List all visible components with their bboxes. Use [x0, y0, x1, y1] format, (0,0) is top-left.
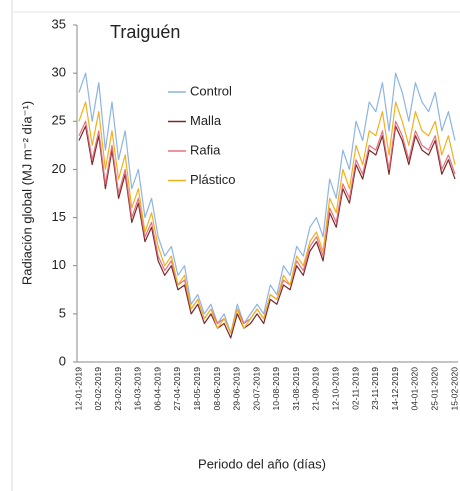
series-line: [78, 72, 456, 334]
x-tick-label: 14-12-2019: [390, 367, 400, 411]
x-tick-label: 10-08-2019: [271, 367, 281, 411]
y-tick-label: 0: [59, 353, 66, 368]
y-tick-label: 15: [52, 209, 66, 224]
x-tick-label: 27-04-2019: [172, 367, 182, 411]
x-tick-label: 18-05-2019: [192, 367, 202, 411]
x-tick-label: 23-11-2019: [370, 367, 380, 410]
x-tick-label: 31-08-2019: [291, 367, 301, 411]
chart-title: Traiguén: [110, 22, 180, 42]
x-tick-label: 23-02-2019: [113, 367, 123, 411]
y-tick-label: 25: [52, 113, 66, 128]
y-tick-label: 5: [59, 305, 66, 320]
x-tick-label: 12-01-2019: [73, 367, 83, 411]
x-tick-label: 15-02-2020: [449, 367, 459, 411]
y-tick-label: 20: [52, 161, 66, 176]
legend-label: Malla: [190, 113, 222, 128]
x-tick-label: 06-04-2019: [152, 367, 162, 411]
series-line: [78, 125, 456, 339]
legend-label: Plástico: [190, 172, 236, 187]
x-tick-label: 20-07-2019: [251, 367, 261, 411]
x-tick-label: 21-09-2019: [311, 367, 321, 411]
legend-label: Rafia: [190, 142, 221, 157]
legend-label: Control: [190, 83, 232, 98]
x-tick-label: 29-06-2019: [232, 367, 242, 411]
x-tick-label: 02-11-2019: [350, 367, 360, 410]
x-tick-label: 16-03-2019: [133, 367, 143, 411]
x-tick-label: 25-01-2020: [429, 367, 439, 411]
y-tick-label: 10: [52, 257, 66, 272]
y-axis-label: Radiación global (MJ m⁻² día⁻¹): [19, 101, 34, 285]
y-tick-label: 35: [52, 16, 66, 31]
x-tick-label: 12-10-2019: [331, 367, 341, 411]
y-tick-label: 30: [52, 65, 66, 80]
x-axis-label: Periodo del año (días): [198, 456, 326, 471]
x-tick-label: 08-06-2019: [212, 367, 222, 411]
x-tick-label: 04-01-2020: [410, 367, 420, 411]
series-line: [78, 101, 456, 334]
x-tick-label: 02-02-2019: [93, 367, 103, 411]
